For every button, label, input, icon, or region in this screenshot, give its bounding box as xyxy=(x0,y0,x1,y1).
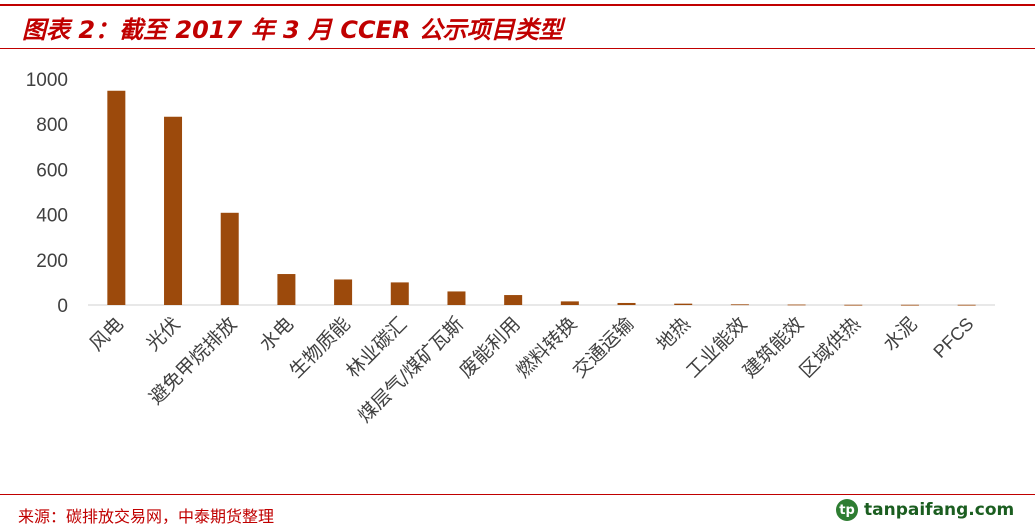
x-tick-label: PFCS xyxy=(929,314,977,362)
bar xyxy=(560,301,579,305)
bar xyxy=(220,212,239,305)
brand-text: tanpaifang.com xyxy=(864,500,1015,520)
bar xyxy=(390,282,409,305)
y-tick-label: 400 xyxy=(36,206,68,227)
bar xyxy=(957,304,976,306)
x-tick-label: 建筑能效 xyxy=(739,313,808,382)
tp-logo-icon: tp xyxy=(836,499,858,521)
bar xyxy=(334,279,353,305)
bar xyxy=(504,295,523,305)
y-tick-label: 600 xyxy=(36,160,68,181)
y-tick-label: 0 xyxy=(57,296,68,317)
x-tick-label: 生物质能 xyxy=(285,313,354,382)
x-tick-label: 光伏 xyxy=(142,313,184,355)
x-tick-label: 交通运输 xyxy=(569,313,638,382)
bar xyxy=(277,274,296,305)
x-tick-label: 废能利用 xyxy=(455,313,524,382)
x-tick-label: 区域供热 xyxy=(796,313,865,382)
x-tick-label: 风电 xyxy=(85,313,127,355)
bar xyxy=(617,302,636,305)
bar xyxy=(674,303,693,305)
footer-rule xyxy=(0,494,1035,495)
y-tick-label: 200 xyxy=(36,251,68,272)
title-rule-top xyxy=(0,4,1035,6)
x-tick-label: 工业能效 xyxy=(682,313,751,382)
x-tick-label: 燃料转换 xyxy=(512,313,581,382)
x-tick-label: 地热 xyxy=(652,313,694,355)
x-tick-label: 水泥 xyxy=(879,313,921,355)
source-note: 来源：碳排放交易网，中泰期货整理 xyxy=(18,507,275,526)
bar xyxy=(900,304,919,306)
y-tick-label: 1000 xyxy=(26,70,68,91)
y-tick-label: 800 xyxy=(36,115,68,136)
x-tick-label: 煤层气/煤矿瓦斯 xyxy=(354,313,468,427)
bar xyxy=(730,304,749,306)
bar xyxy=(447,291,466,305)
bar xyxy=(164,116,183,305)
bar xyxy=(844,304,863,306)
chart-title: 图表 2：截至 2017 年 3 月 CCER 公示项目类型 xyxy=(22,16,563,44)
brand-watermark: tp tanpaifang.com xyxy=(836,498,1014,522)
title-bar: 图表 2：截至 2017 年 3 月 CCER 公示项目类型 xyxy=(0,0,1035,50)
bar xyxy=(107,90,126,305)
bar xyxy=(787,304,806,306)
title-rule-bottom xyxy=(0,48,1035,49)
x-tick-label: 水电 xyxy=(256,313,298,355)
